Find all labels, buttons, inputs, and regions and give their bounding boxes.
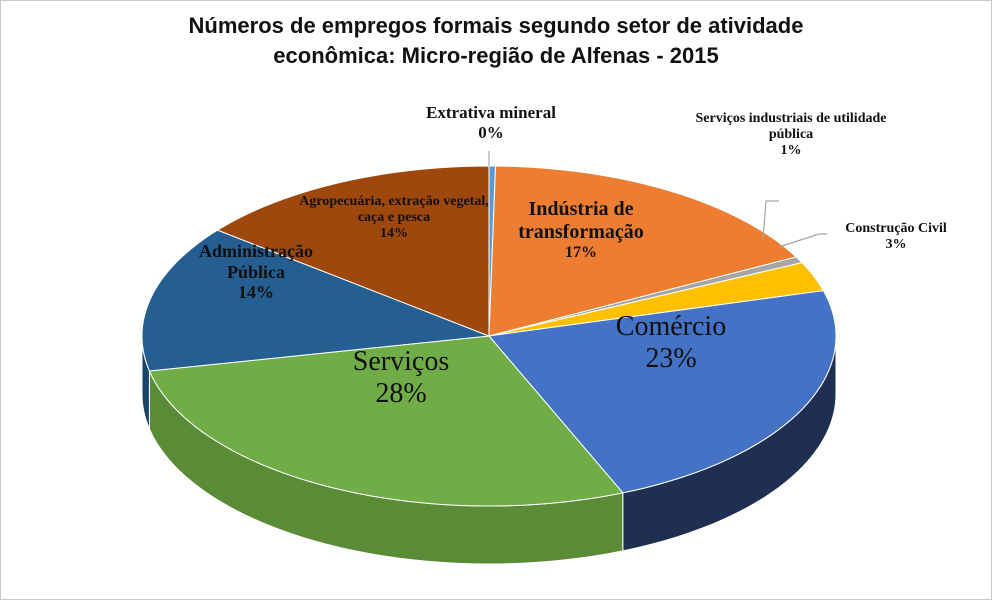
label-administracao: Administração Pública 14% (199, 241, 313, 303)
pie-slice-7 (216, 165, 490, 337)
label-servicos: Serviços 28% (352, 346, 450, 410)
label-comercio: Comércio 23% (615, 311, 727, 375)
title-line-2: econômica: Micro-região de Alfenas - 201… (273, 43, 719, 68)
pie-slice-6 (141, 229, 490, 372)
leader-line-2 (778, 233, 827, 248)
label-construcao: Construção Civil 3% (845, 221, 947, 253)
label-agropecuaria: Agropecuária, extração vegetal, caça e p… (299, 194, 489, 242)
label-industria: Indústria de transformação 17% (518, 198, 644, 261)
leader-line-1 (762, 200, 779, 240)
pie-slice-5 (148, 335, 624, 507)
title-line-1: Números de empregos formais segundo seto… (188, 13, 804, 38)
pie-slice-3 (488, 262, 825, 337)
pie-slice-4 (488, 290, 837, 494)
chart-title: Números de empregos formais segundo seto… (1, 11, 991, 71)
pie-slice-1 (488, 165, 798, 337)
label-extrativa: Extrativa mineral 0% (426, 103, 556, 142)
label-servicos-industriais: Serviços industriais de utilidade públic… (695, 111, 887, 159)
